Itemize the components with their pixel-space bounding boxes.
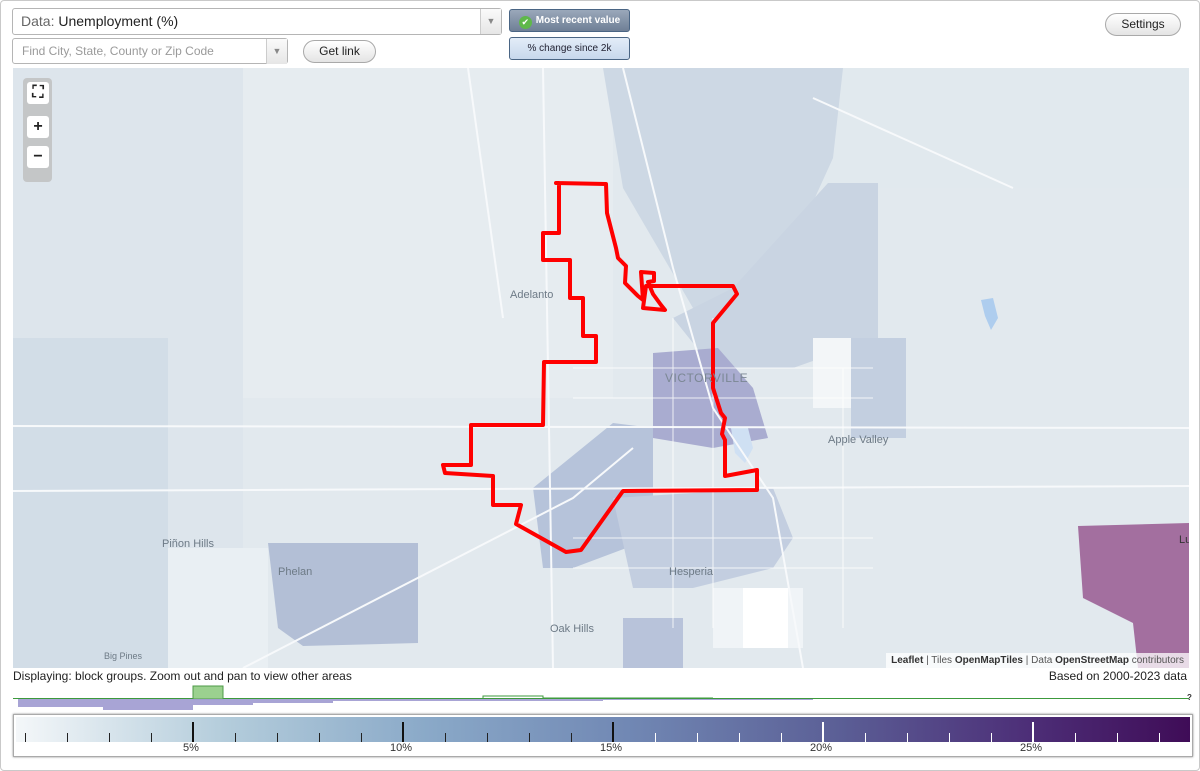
display-status-text: Displaying: block groups. Zoom out and p…	[13, 669, 352, 683]
data-variable-select[interactable]: Data: Unemployment (%) ▼	[12, 8, 502, 35]
legend-label-20: 20%	[809, 742, 833, 754]
label-victorville: VICTORVILLE	[665, 371, 749, 385]
pct-change-toggle[interactable]: % change since 2k	[509, 37, 630, 60]
reservoir-shape	[981, 298, 998, 330]
legend-label-25: 25%	[1019, 742, 1043, 754]
label-oak-hills: Oak Hills	[550, 623, 595, 635]
distribution-histogram	[13, 685, 1189, 710]
legend-tick-5	[192, 722, 194, 742]
histogram-distribution	[18, 699, 813, 710]
label-lucerne: Lu	[1179, 534, 1189, 546]
legend-tick-20	[822, 722, 824, 742]
map-canvas[interactable]	[13, 68, 1189, 668]
settings-button[interactable]: Settings	[1105, 13, 1181, 36]
histogram-outline	[482, 695, 713, 699]
openmaptiles-link[interactable]: OpenMapTiles	[954, 655, 1023, 666]
label-hesperia: Hesperia	[669, 566, 714, 578]
attribution-tiles-prefix: | Tiles	[926, 655, 953, 666]
road-east-west	[13, 425, 1189, 429]
search-input[interactable]	[13, 39, 263, 63]
most-recent-value-toggle[interactable]: ✔ Most recent value	[509, 9, 630, 32]
legend-tick-10	[402, 722, 404, 742]
most-recent-label: Most recent value	[535, 15, 621, 26]
map-area-ne-victorville	[673, 183, 878, 368]
data-select-prefix: Data:	[21, 13, 55, 29]
zoom-out-button[interactable]: −	[27, 146, 49, 168]
zoom-control-panel: ⛶ + −	[23, 78, 52, 182]
road-main-street	[13, 485, 1189, 492]
histogram-highlight-bin	[192, 685, 224, 700]
check-icon: ✔	[518, 16, 532, 29]
color-legend[interactable]: 5% 10% 15% 20% 25%	[13, 714, 1193, 757]
location-search[interactable]: ▼	[12, 38, 288, 64]
road-southwest	[242, 447, 634, 668]
legend-label-5: 5%	[183, 742, 199, 754]
lake-shape	[731, 428, 753, 463]
legend-gradient	[16, 717, 1190, 742]
search-dropdown-icon[interactable]: ▼	[266, 39, 287, 64]
get-link-button[interactable]: Get link	[303, 40, 376, 63]
label-pinon-hills: Piñon Hills	[162, 538, 214, 550]
map-attribution: Leaflet | Tiles OpenMapTiles | Data Open…	[886, 653, 1189, 668]
zoom-in-button[interactable]: +	[27, 116, 49, 138]
label-apple-valley: Apple Valley	[828, 434, 889, 446]
legend-label-10: 10%	[389, 742, 413, 754]
map-area-pinon	[168, 548, 268, 668]
attribution-contributors: contributors	[1131, 655, 1184, 666]
map-area-phelan	[268, 543, 418, 646]
label-big-pines: Big Pines	[104, 651, 143, 661]
map-area-northeast	[813, 68, 1189, 188]
label-adelanto: Adelanto	[510, 289, 554, 301]
leaflet-link[interactable]: Leaflet	[891, 655, 924, 666]
road-northeast	[812, 97, 1014, 189]
map-area-apple-valley-east	[851, 338, 906, 438]
selected-boundary	[441, 181, 759, 554]
legend-label-15: 15%	[599, 742, 623, 754]
map-area-hesperia-white	[743, 588, 788, 648]
data-basis-text: Based on 2000-2023 data	[1048, 669, 1187, 683]
map-area-lucerne	[1078, 523, 1189, 668]
map-area-pinon-west	[13, 338, 168, 668]
osm-link[interactable]: OpenStreetMap	[1055, 655, 1129, 666]
fit-bounds-icon[interactable]: ⛶	[27, 82, 49, 104]
attribution-data-prefix: | Data	[1025, 655, 1053, 666]
chevron-down-icon[interactable]: ▼	[480, 9, 501, 34]
choropleth-map[interactable]: ⛶ + − Adelanto VICTORVILLE Apple Valley …	[13, 68, 1189, 668]
road-north	[467, 68, 504, 319]
road-adelanto	[542, 68, 554, 668]
unknown-marker: ?	[1187, 693, 1192, 702]
data-select-value: Unemployment (%)	[58, 13, 179, 29]
map-area-hesperia-south	[623, 618, 683, 668]
label-phelan: Phelan	[278, 566, 313, 578]
legend-tick-25	[1032, 722, 1034, 742]
legend-tick-15	[612, 722, 614, 742]
